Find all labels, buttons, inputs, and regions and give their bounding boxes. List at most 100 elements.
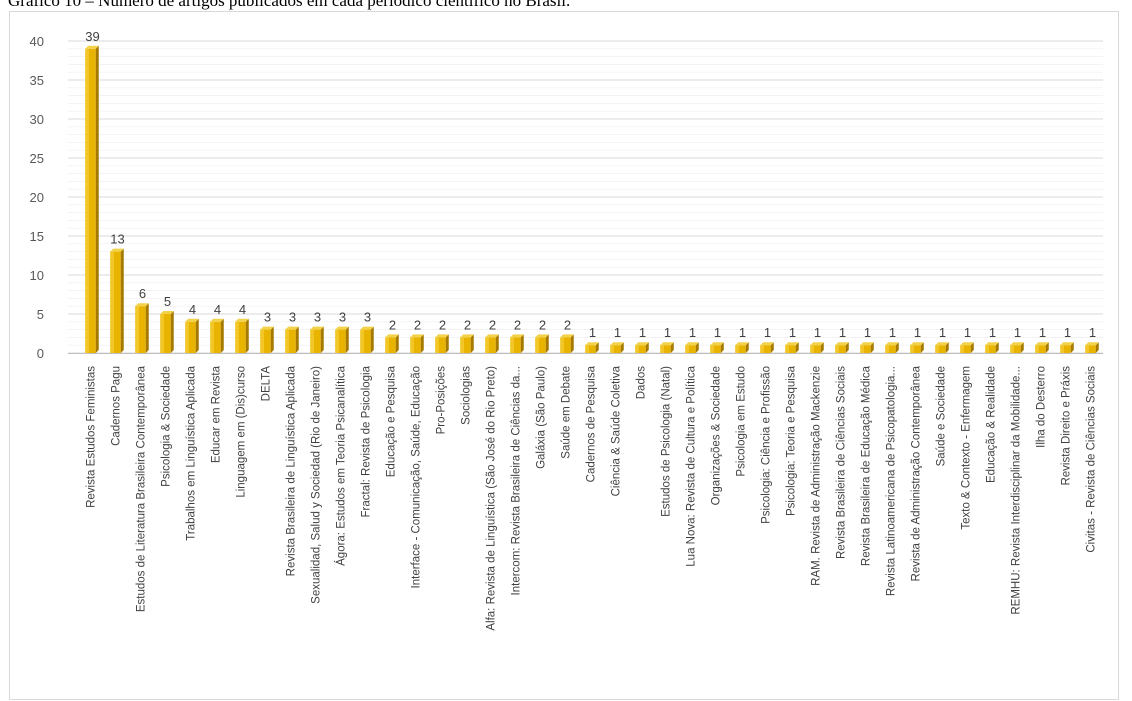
category-label: Ilha do Desterro xyxy=(1036,366,1048,448)
category-label: Revista Brasileira de Ciências Sociais xyxy=(836,366,848,559)
category-label: Dados xyxy=(636,366,648,399)
category-label: Revista Brasileira de Linguística Aplica… xyxy=(286,365,298,576)
bar-side xyxy=(195,318,199,353)
bar-highlight xyxy=(960,345,964,353)
bar-front xyxy=(785,345,796,353)
bar-front xyxy=(860,345,871,353)
category-label: Psicologia: Ciência e Profissão xyxy=(761,366,773,524)
bar-top xyxy=(985,342,999,346)
bar xyxy=(735,342,749,353)
bar-highlight xyxy=(185,321,189,353)
bar-front xyxy=(1035,345,1046,353)
bar-side xyxy=(370,326,374,353)
bar-side xyxy=(820,342,824,353)
bar-top xyxy=(85,45,99,49)
x-axis-category-labels: Revista Estudos Feministas Cadernos Pagu E… xyxy=(86,365,1098,630)
bar-top xyxy=(285,326,299,330)
bar-top xyxy=(210,318,224,322)
bar-front xyxy=(585,345,596,353)
bar-highlight xyxy=(1085,345,1089,353)
category-label: Sexualidad, Salud y Sociedad (Rio de Jan… xyxy=(311,366,323,604)
bar-side xyxy=(920,342,924,353)
data-label: 1 xyxy=(1039,325,1046,340)
bar-highlight xyxy=(160,314,164,353)
bar-front xyxy=(960,345,971,353)
category-label: Psicologia em Estudo xyxy=(736,366,748,477)
data-labels: 39 13 6 5 4 4 4 3 3 3 3 3 2 2 2 2 2 2 2 2 1 1 1 1 1 1 1 1 1 1 1 1 1 1 1 1 1 1… xyxy=(85,29,1096,340)
bar-side xyxy=(670,342,674,353)
bar-side xyxy=(220,318,224,353)
bar-top xyxy=(335,326,349,330)
bar-side xyxy=(645,342,649,353)
category-label: Psicologia: Teoria e Pesquisa xyxy=(786,365,798,516)
bar-side xyxy=(445,334,449,353)
data-label: 1 xyxy=(839,325,846,340)
data-label: 4 xyxy=(214,302,221,317)
bar xyxy=(810,342,824,353)
bar xyxy=(1010,342,1024,353)
bar-front xyxy=(535,337,546,353)
bar-top xyxy=(385,334,399,338)
data-label: 1 xyxy=(1064,325,1071,340)
data-label: 1 xyxy=(1014,325,1021,340)
data-label: 3 xyxy=(289,310,296,325)
data-label: 1 xyxy=(639,325,646,340)
bar xyxy=(260,326,274,353)
data-label: 4 xyxy=(239,302,246,317)
data-label: 1 xyxy=(1089,325,1096,340)
bar xyxy=(935,342,949,353)
bar-front xyxy=(110,251,121,353)
category-label: Interface - Comunicação, Saúde, Educação xyxy=(411,366,423,588)
bar-highlight xyxy=(685,345,689,353)
bar-highlight xyxy=(585,345,589,353)
bar xyxy=(710,342,724,353)
bar-highlight xyxy=(260,329,264,353)
bar xyxy=(860,342,874,353)
bar-front xyxy=(910,345,921,353)
bar-side xyxy=(495,334,499,353)
bar xyxy=(85,45,99,354)
category-label: Linguagem em (Dis)curso xyxy=(236,366,248,498)
category-label: Cadernos Pagu xyxy=(111,366,123,446)
y-tick-label: 40 xyxy=(30,34,44,49)
chart-frame xyxy=(9,11,1119,700)
bar-front xyxy=(360,329,371,353)
bar-side xyxy=(470,334,474,353)
bar-front xyxy=(385,337,396,353)
bar-top xyxy=(160,311,174,314)
data-label: 1 xyxy=(789,325,796,340)
bar xyxy=(535,334,549,353)
category-label: RAM. Revista de Administração Mackenzie xyxy=(811,366,823,586)
bar xyxy=(110,248,124,353)
category-label: Intercom: Revista Brasileira de Ciências… xyxy=(511,366,523,595)
bar xyxy=(435,334,449,353)
bar-front xyxy=(985,345,996,353)
bar xyxy=(510,334,524,353)
bar-highlight xyxy=(535,337,539,353)
bar-highlight xyxy=(810,345,814,353)
bar-top xyxy=(860,342,874,346)
data-label: 1 xyxy=(939,325,946,340)
y-tick-label: 5 xyxy=(37,307,44,322)
bar-top xyxy=(560,334,574,338)
y-tick-label: 20 xyxy=(30,190,44,205)
bar-front xyxy=(610,345,621,353)
bar-front xyxy=(1060,345,1071,353)
bar-front xyxy=(160,314,171,353)
bar-top xyxy=(1060,342,1074,346)
bar-highlight xyxy=(460,337,464,353)
bar-highlight xyxy=(360,329,364,353)
y-tick-label: 35 xyxy=(30,73,44,88)
y-tick-label: 0 xyxy=(37,346,44,361)
bar-highlight xyxy=(985,345,989,353)
bar-front xyxy=(885,345,896,353)
bar-highlight xyxy=(510,337,514,353)
bar-highlight xyxy=(285,329,289,353)
bar-top xyxy=(410,334,424,338)
bar-front xyxy=(660,345,671,353)
bar-front xyxy=(1010,345,1021,353)
bar-highlight xyxy=(735,345,739,353)
bar-top xyxy=(835,342,849,346)
bar-highlight xyxy=(85,48,89,354)
bar xyxy=(910,342,924,353)
